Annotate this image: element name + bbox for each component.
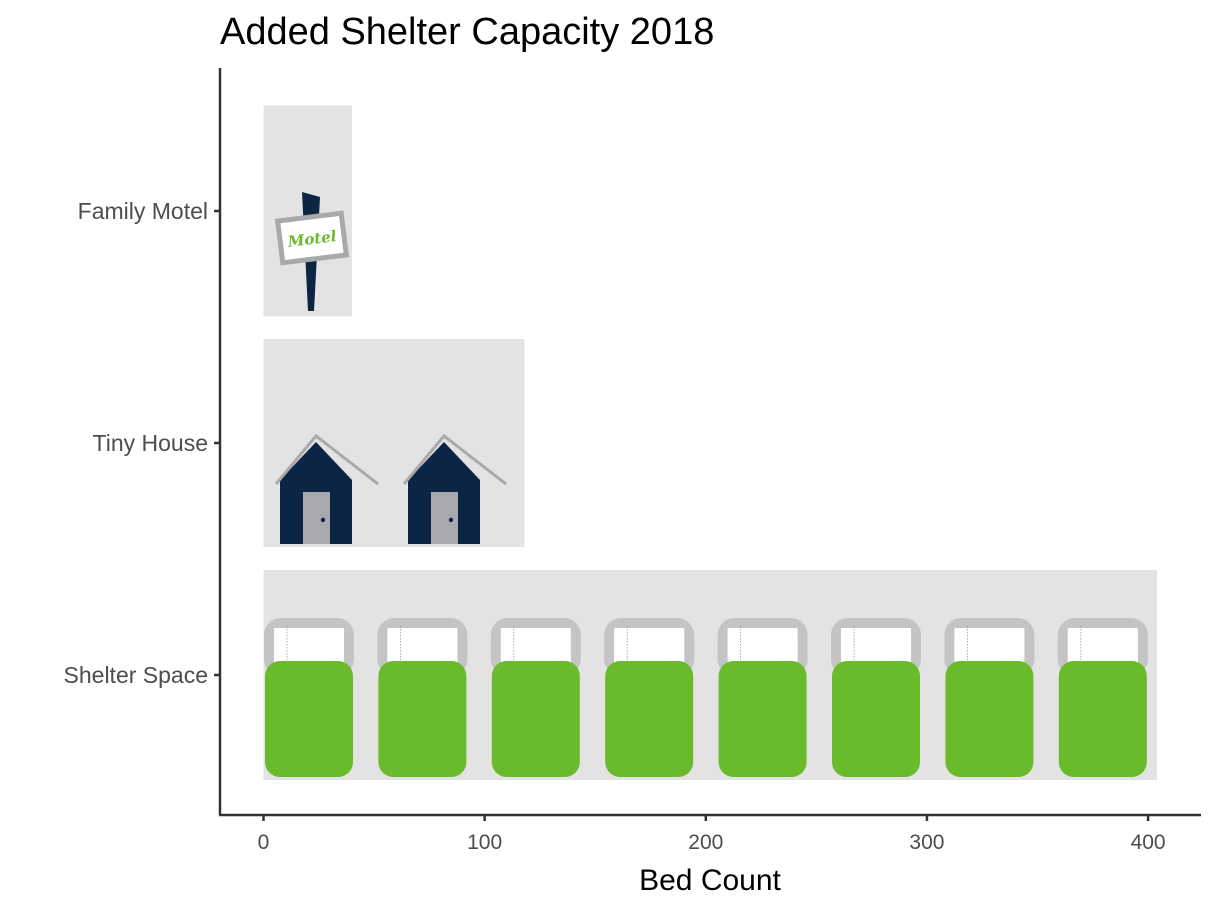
motel-sign-icon: Motel (274, 192, 350, 311)
bed-icon (490, 618, 581, 777)
y-axis-ticks: Shelter Space Tiny House Family Motel (64, 198, 220, 688)
motel-sign-text: Motel (286, 227, 338, 251)
x-axis-ticks: 0 100 200 300 400 (258, 815, 1166, 854)
bed-icon (944, 618, 1035, 777)
bed-icon (377, 618, 468, 777)
tiny-house-icon (274, 433, 379, 544)
x-tick-label: 0 (258, 831, 270, 854)
bed-icon (831, 618, 921, 777)
chart-title: Added Shelter Capacity 2018 (220, 11, 714, 53)
x-tick-label: 200 (688, 831, 723, 854)
y-tick-label: Shelter Space (64, 662, 208, 688)
bed-icon (604, 618, 695, 777)
bed-icon (264, 618, 354, 777)
pictogram-icons: Motel (264, 192, 1148, 777)
x-tick-label: 100 (467, 831, 502, 854)
y-tick-label: Tiny House (93, 430, 208, 456)
bed-icon (717, 618, 808, 777)
x-axis-title: Bed Count (639, 864, 781, 897)
bed-icon (1057, 618, 1148, 777)
x-tick-label: 300 (909, 831, 944, 854)
tiny-house-icon (402, 433, 507, 544)
x-tick-label: 400 (1131, 831, 1166, 854)
y-tick-label: Family Motel (78, 198, 208, 224)
